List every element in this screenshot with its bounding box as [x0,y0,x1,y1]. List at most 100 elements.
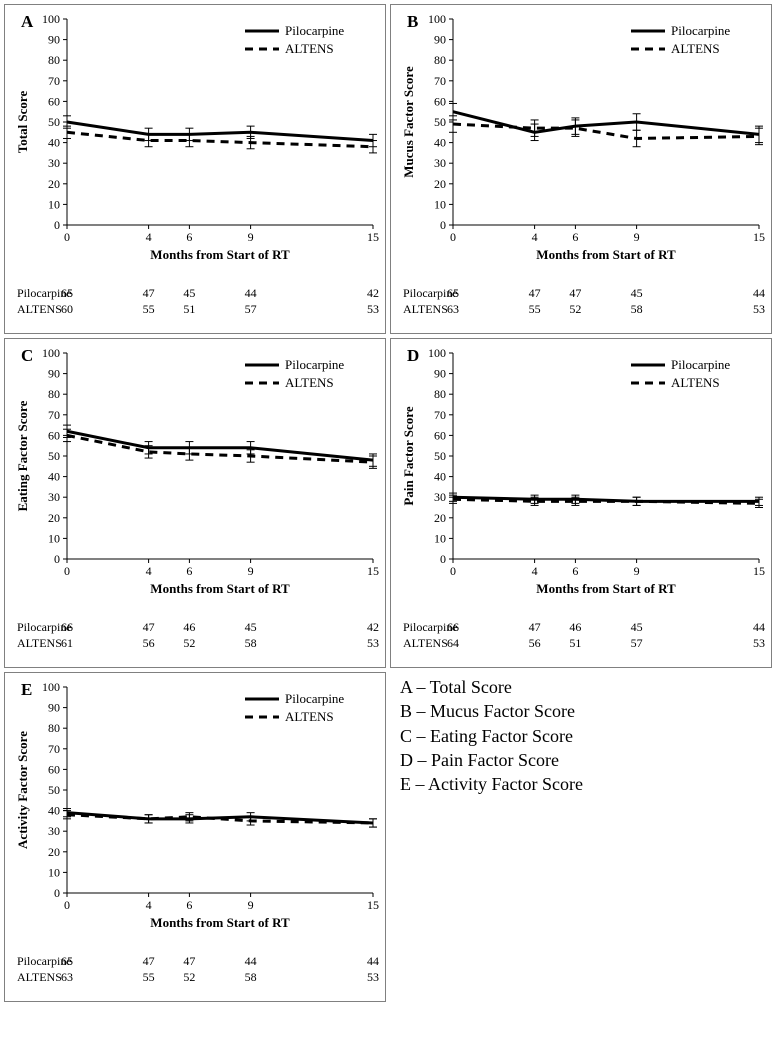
count-altens: 53 [367,302,379,316]
legend-label-pilo: Pilocarpine [285,23,344,38]
count-pilo: 44 [245,286,257,300]
panel-E: E0102030405060708090100Activity Factor S… [4,672,386,1002]
y-tick-label: 70 [48,408,60,422]
count-row-label-altens: ALTENS [17,970,62,984]
y-tick-label: 60 [48,428,60,442]
y-tick-label: 10 [434,197,446,211]
y-tick-label: 0 [54,552,60,566]
x-tick-label: 0 [450,564,456,578]
count-altens: 55 [143,302,155,316]
chart-D: D0102030405060708090100Pain Factor Score… [391,339,771,667]
count-pilo: 44 [245,954,257,968]
y-tick-label: 40 [48,804,60,818]
x-tick-label: 4 [146,898,152,912]
count-altens: 53 [753,302,765,316]
count-altens: 61 [61,636,73,650]
legend-label-altens: ALTENS [671,375,720,390]
x-tick-label: 6 [572,564,578,578]
count-row-label-altens: ALTENS [403,302,448,316]
y-tick-label: 100 [42,346,60,360]
y-tick-label: 60 [48,94,60,108]
y-axis-label: Mucus Factor Score [401,66,416,178]
key-line: A – Total Score [400,675,583,699]
legend-label-altens: ALTENS [285,709,334,724]
x-tick-label: 6 [186,564,192,578]
y-tick-label: 20 [48,845,60,859]
x-tick-label: 9 [248,898,254,912]
count-pilo: 47 [143,954,155,968]
chart-E: E0102030405060708090100Activity Factor S… [5,673,385,1001]
y-tick-label: 70 [434,74,446,88]
x-tick-label: 0 [64,898,70,912]
count-altens: 63 [61,970,73,984]
count-altens: 58 [245,970,257,984]
y-tick-label: 10 [434,531,446,545]
count-altens: 57 [631,636,643,650]
count-altens: 52 [569,302,581,316]
y-tick-label: 100 [428,12,446,26]
y-tick-label: 80 [48,721,60,735]
y-tick-label: 90 [434,367,446,381]
count-pilo: 65 [61,286,73,300]
count-pilo: 42 [367,620,379,634]
y-tick-label: 10 [48,865,60,879]
count-pilo: 45 [245,620,257,634]
x-tick-label: 4 [532,564,538,578]
chart-A: A0102030405060708090100Total Score046915… [5,5,385,333]
y-tick-label: 100 [428,346,446,360]
count-row-label-altens: ALTENS [17,636,62,650]
legend: Pilocarpine ALTENS [245,691,344,724]
y-tick-label: 10 [48,531,60,545]
y-axis-label: Activity Factor Score [15,731,30,849]
y-tick-label: 20 [434,511,446,525]
y-tick-label: 20 [48,177,60,191]
y-tick-label: 0 [54,218,60,232]
legend: Pilocarpine ALTENS [631,357,730,390]
chart-B: B0102030405060708090100Mucus Factor Scor… [391,5,771,333]
count-row-label-altens: ALTENS [17,302,62,316]
y-tick-label: 40 [48,470,60,484]
legend: PilocarpineALTENS [631,23,730,56]
panel-C: C0102030405060708090100Eating Factor Sco… [4,338,386,668]
legend: Pilocarpine ALTENS [245,23,344,56]
y-tick-label: 40 [434,136,446,150]
y-tick-label: 20 [48,511,60,525]
x-axis-label: Months from Start of RT [150,915,290,930]
y-axis-label: Eating Factor Score [15,400,30,511]
count-pilo: 66 [61,620,73,634]
y-tick-label: 20 [434,177,446,191]
y-tick-label: 0 [54,886,60,900]
x-tick-label: 6 [186,230,192,244]
count-altens: 63 [447,302,459,316]
count-pilo: 47 [529,620,541,634]
count-pilo: 46 [569,620,581,634]
y-tick-label: 0 [440,218,446,232]
panel-B: B0102030405060708090100Mucus Factor Scor… [390,4,772,334]
count-pilo: 42 [367,286,379,300]
line-altens [453,124,759,138]
x-tick-label: 6 [572,230,578,244]
x-tick-label: 15 [753,564,765,578]
count-altens: 51 [183,302,195,316]
count-pilo: 47 [143,286,155,300]
legend-label-pilo: Pilocarpine [285,691,344,706]
count-pilo: 47 [183,954,195,968]
legend-label-altens: ALTENS [285,375,334,390]
count-altens: 58 [245,636,257,650]
count-altens: 58 [631,302,643,316]
count-altens: 53 [367,636,379,650]
count-pilo: 46 [183,620,195,634]
x-tick-label: 4 [146,564,152,578]
x-tick-label: 0 [64,564,70,578]
count-pilo: 66 [447,620,459,634]
legend-label-altens: ALTENS [285,41,334,56]
x-tick-label: 4 [532,230,538,244]
y-tick-label: 80 [434,387,446,401]
panel-D: D0102030405060708090100Pain Factor Score… [390,338,772,668]
key-line: C – Eating Factor Score [400,724,583,748]
legend-label-pilo: Pilocarpine [671,357,730,372]
count-altens: 56 [143,636,155,650]
y-tick-label: 30 [48,490,60,504]
key-line: D – Pain Factor Score [400,748,583,772]
x-tick-label: 4 [146,230,152,244]
